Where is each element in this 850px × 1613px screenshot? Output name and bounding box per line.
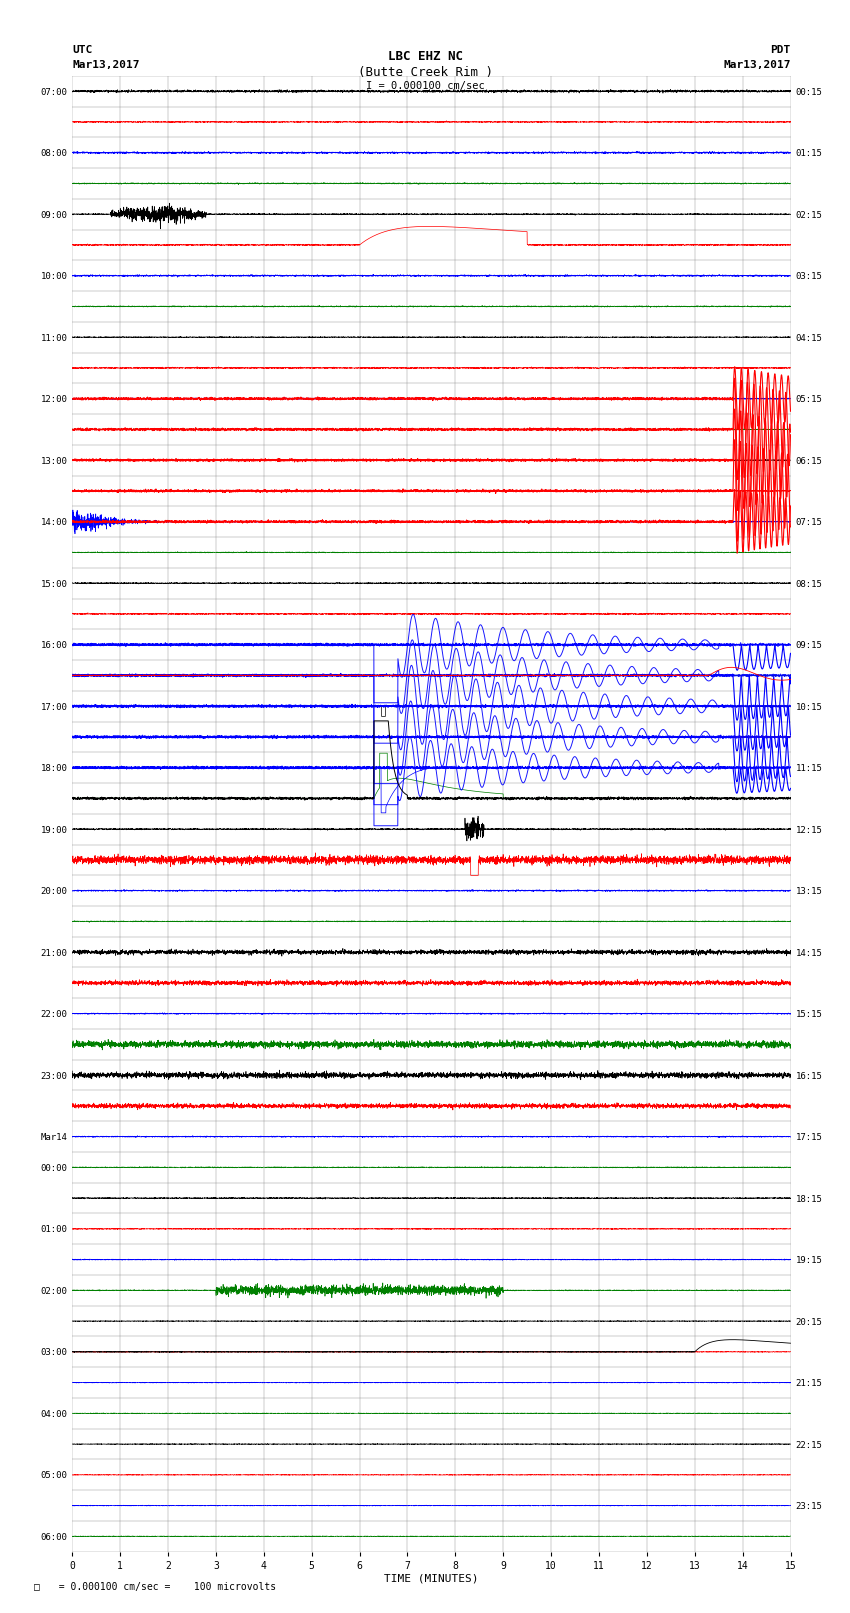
- Text: PDT: PDT: [770, 45, 790, 55]
- Text: LBC EHZ NC: LBC EHZ NC: [388, 50, 462, 63]
- Text: Mar13,2017: Mar13,2017: [723, 60, 791, 69]
- Text: UTC: UTC: [72, 45, 93, 55]
- Text: I = 0.000100 cm/sec: I = 0.000100 cm/sec: [366, 81, 484, 90]
- Text: □: □: [34, 1582, 40, 1592]
- Text: Mar13,2017: Mar13,2017: [72, 60, 139, 69]
- X-axis label: TIME (MINUTES): TIME (MINUTES): [384, 1574, 479, 1584]
- Text: = 0.000100 cm/sec =    100 microvolts: = 0.000100 cm/sec = 100 microvolts: [47, 1582, 276, 1592]
- Text: (Butte Creek Rim ): (Butte Creek Rim ): [358, 66, 492, 79]
